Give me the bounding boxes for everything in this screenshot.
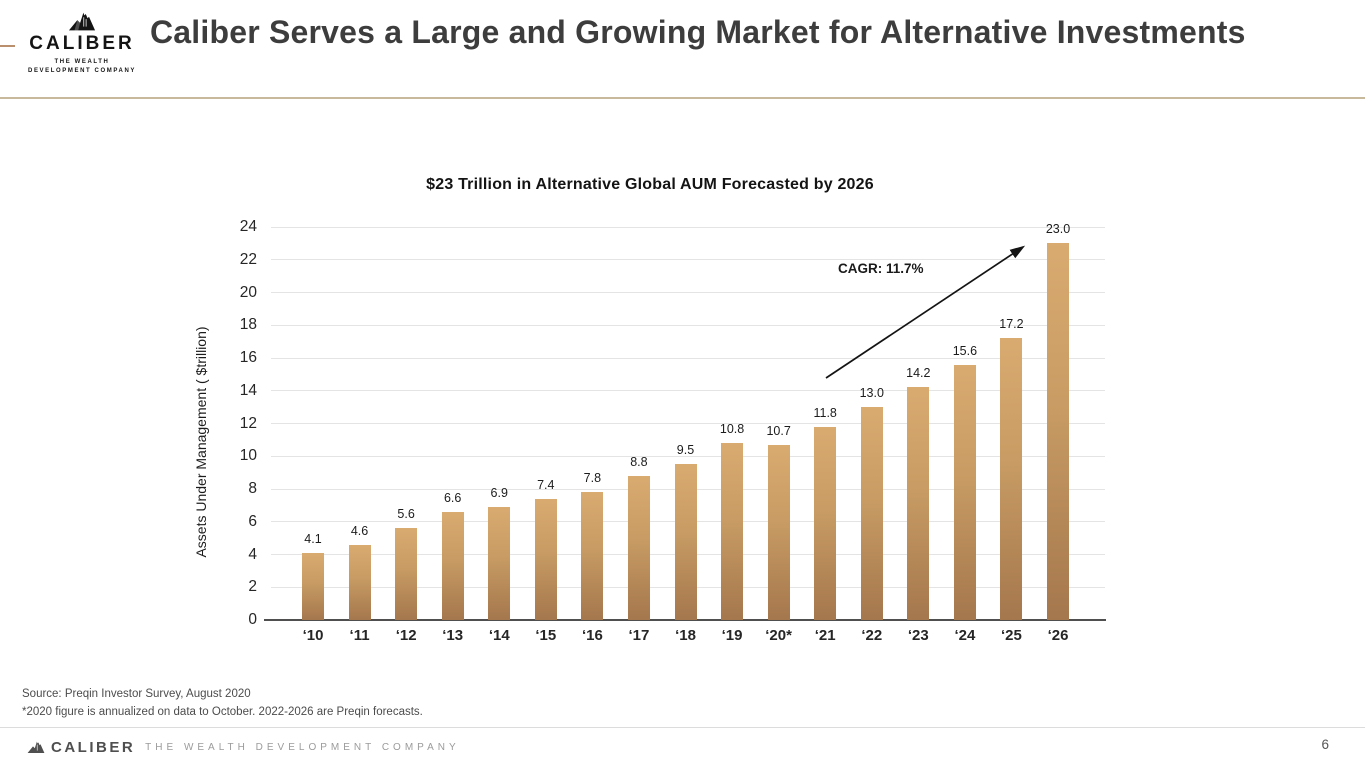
y-tick-label: 10: [239, 447, 257, 465]
x-tick-label: ‘16: [581, 627, 603, 644]
bar: [1000, 338, 1023, 620]
y-tick-label: 16: [239, 349, 257, 366]
bar-value-label: 5.6: [397, 507, 415, 522]
gridline: [271, 226, 1105, 228]
bar-value-label: 7.8: [583, 471, 602, 486]
bar: [627, 475, 650, 620]
bar: [302, 552, 324, 620]
page-number: 6: [1321, 737, 1329, 752]
x-tick-label: ‘21: [814, 627, 836, 644]
footer-tagline: THE WEALTH DEVELOPMENT COMPANY: [145, 741, 460, 753]
header-logo: CALIBER THE WEALTH DEVELOPMENT COMPANY: [24, 10, 140, 76]
y-tick-label: 18: [239, 316, 257, 334]
x-tick-label: ‘14: [488, 627, 510, 644]
x-tick-label: ‘25: [1001, 627, 1022, 644]
gridline: [271, 292, 1105, 293]
x-tick-label: ‘17: [628, 627, 650, 644]
x-tick-label: ‘26: [1047, 627, 1069, 644]
bar-value-label: 7.4: [537, 477, 555, 492]
bar: [581, 492, 604, 620]
y-tick-label: 12: [239, 414, 257, 432]
bar-value-label: 6.6: [443, 490, 462, 505]
caliber-mountain-icon-small: [27, 740, 45, 754]
page-title: Caliber Serves a Large and Growing Marke…: [150, 14, 1246, 50]
bar: [534, 498, 557, 620]
cagr-annotation: CAGR: 11.7%: [838, 261, 924, 276]
x-tick-label: ‘12: [395, 627, 417, 644]
bar-value-label: 10.7: [766, 423, 791, 438]
gridline: [271, 423, 1105, 424]
bar-value-label: 13.0: [859, 386, 884, 401]
footer-divider: [0, 727, 1365, 728]
gridline: [271, 390, 1105, 392]
y-tick-label: 14: [239, 381, 257, 399]
bar-value-label: 9.5: [676, 443, 695, 458]
bar: [674, 464, 697, 620]
x-tick-label: ‘24: [954, 627, 976, 644]
caliber-mountain-icon: [24, 10, 140, 32]
y-tick-label: 8: [248, 480, 257, 497]
bar: [907, 387, 930, 620]
bar: [814, 426, 837, 620]
bar: [395, 528, 418, 620]
y-tick-label: 20: [239, 283, 257, 301]
bar: [953, 364, 976, 620]
x-tick-label: ‘20*: [765, 627, 792, 644]
chart-title: $23 Trillion in Alternative Global AUM F…: [426, 176, 874, 193]
x-tick-label: ‘23: [907, 627, 929, 644]
header-divider: [0, 97, 1365, 99]
bar-value-label: 23.0: [1045, 222, 1071, 237]
bar-value-label: 15.6: [952, 343, 978, 358]
gridline: [271, 259, 1105, 261]
y-axis-title: Assets Under Management ( $trillion): [193, 326, 209, 558]
logo-tagline: THE WEALTH DEVELOPMENT COMPANY: [28, 59, 136, 74]
bar: [721, 443, 744, 620]
y-tick-label: 6: [248, 512, 257, 530]
gridline: [271, 357, 1105, 359]
y-tick-label: 22: [239, 250, 257, 268]
bar-value-label: 4.6: [350, 523, 369, 538]
footer-wordmark: CALIBER: [51, 738, 136, 756]
cagr-trend-arrow-icon: [825, 245, 1026, 379]
gridline: [271, 324, 1105, 326]
bar-value-label: 11.8: [813, 405, 837, 420]
bar: [767, 444, 790, 620]
x-tick-label: ‘18: [675, 627, 696, 644]
logo-wordmark: CALIBER: [29, 33, 135, 54]
y-tick-label: 0: [248, 611, 257, 628]
bar-value-label: 17.2: [999, 317, 1024, 332]
footnote: *2020 figure is annualized on data to Oc…: [22, 706, 423, 718]
header-accent-dash: [0, 45, 15, 47]
bar: [441, 511, 464, 620]
x-tick-label: ‘19: [721, 627, 743, 644]
bar-value-label: 8.8: [630, 454, 648, 469]
bar-value-label: 10.8: [719, 422, 745, 437]
gridline: [271, 455, 1105, 457]
bar-value-label: 4.1: [304, 531, 322, 546]
footer: CALIBER THE WEALTH DEVELOPMENT COMPANY: [27, 733, 460, 761]
bar: [860, 407, 883, 620]
x-tick-label: ‘11: [349, 627, 370, 644]
x-tick-label: ‘22: [861, 627, 883, 644]
bar-value-label: 14.2: [906, 366, 931, 381]
y-tick-label: 4: [248, 545, 257, 563]
source-note: Source: Preqin Investor Survey, August 2…: [22, 688, 251, 700]
x-tick-label: ‘10: [302, 627, 324, 644]
x-tick-label: ‘15: [535, 627, 557, 644]
bar: [348, 544, 371, 620]
y-tick-label: 24: [239, 218, 257, 235]
bar-value-label: 6.9: [490, 486, 508, 500]
bar: [488, 507, 511, 620]
bar: [1047, 243, 1069, 620]
y-tick-label: 2: [248, 578, 257, 596]
x-tick-label: ‘13: [442, 627, 464, 644]
